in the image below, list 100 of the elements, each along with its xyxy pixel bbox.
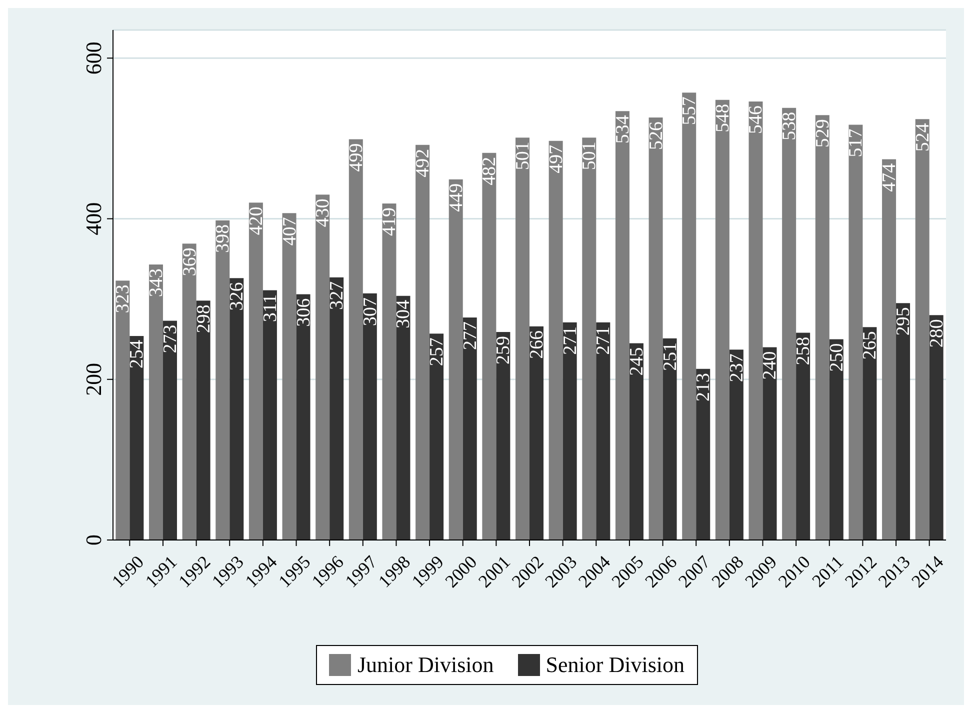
data-label: 306 xyxy=(293,298,314,327)
bar xyxy=(430,334,444,540)
bar xyxy=(596,322,610,540)
data-label: 266 xyxy=(526,330,548,359)
bar xyxy=(815,115,830,540)
data-label: 251 xyxy=(660,342,681,371)
data-label: 538 xyxy=(779,112,800,140)
data-label: 548 xyxy=(712,104,734,132)
data-label: 326 xyxy=(226,282,248,311)
legend-label: Junior Division xyxy=(357,652,494,678)
data-label: 474 xyxy=(879,162,900,192)
bar xyxy=(516,138,530,540)
bar xyxy=(829,339,844,540)
bar xyxy=(562,322,577,540)
bar xyxy=(782,108,796,540)
data-label: 323 xyxy=(112,284,134,314)
bar xyxy=(462,318,477,540)
bar xyxy=(130,336,144,540)
data-label: 280 xyxy=(926,319,948,348)
bar xyxy=(915,119,930,540)
bar xyxy=(330,277,344,540)
bar xyxy=(496,332,510,540)
data-label: 529 xyxy=(812,119,834,148)
data-label: 271 xyxy=(593,326,614,355)
data-label: 257 xyxy=(426,338,448,366)
bar xyxy=(482,152,496,540)
bar xyxy=(748,101,763,540)
bar xyxy=(862,327,877,540)
bar xyxy=(116,280,130,540)
data-label: 311 xyxy=(260,294,281,322)
data-label: 369 xyxy=(179,248,200,276)
bar xyxy=(316,194,330,540)
bar xyxy=(448,179,463,540)
data-label: 327 xyxy=(326,281,348,310)
data-label: 343 xyxy=(146,268,167,298)
bar xyxy=(216,220,230,540)
bar xyxy=(896,303,910,540)
bar xyxy=(648,118,663,540)
data-label: 245 xyxy=(626,347,648,376)
data-label: 259 xyxy=(493,336,514,364)
bar xyxy=(848,124,863,540)
data-label: 546 xyxy=(746,105,767,134)
bar xyxy=(162,320,177,540)
bar xyxy=(682,92,696,540)
data-label: 526 xyxy=(646,122,667,150)
bar xyxy=(348,139,363,540)
data-label: 482 xyxy=(479,156,500,186)
data-label: 420 xyxy=(246,206,267,236)
bar xyxy=(382,203,396,540)
bar xyxy=(548,140,563,540)
data-label: 430 xyxy=(312,198,334,228)
data-label: 254 xyxy=(126,340,148,368)
bar xyxy=(148,264,163,540)
bar xyxy=(530,326,544,540)
bar xyxy=(582,138,596,540)
bar xyxy=(362,293,377,540)
bar xyxy=(396,296,410,540)
data-label: 295 xyxy=(893,307,914,336)
data-label: 497 xyxy=(546,144,567,174)
bar xyxy=(762,347,777,540)
bar xyxy=(796,332,810,540)
bar xyxy=(715,100,730,540)
data-label: 265 xyxy=(860,331,881,360)
y-tick-label: 200 xyxy=(81,362,106,396)
bar xyxy=(248,202,263,540)
data-label: 307 xyxy=(360,297,381,326)
data-label: 237 xyxy=(726,354,748,382)
bar xyxy=(416,144,430,540)
data-label: 273 xyxy=(160,324,181,354)
bar xyxy=(262,290,277,540)
data-label: 492 xyxy=(412,148,434,178)
bar xyxy=(196,300,210,540)
y-tick-label: 600 xyxy=(81,42,106,75)
data-label: 501 xyxy=(512,142,534,170)
data-label: 298 xyxy=(193,304,214,334)
bar xyxy=(296,294,310,540)
data-label: 517 xyxy=(846,128,867,158)
bar xyxy=(662,338,677,540)
bar xyxy=(182,244,196,540)
data-label: 524 xyxy=(912,122,934,152)
data-label: 213 xyxy=(693,372,714,402)
legend-label: Senior Division xyxy=(546,652,685,678)
data-label: 240 xyxy=(760,351,781,380)
y-tick-label: 400 xyxy=(81,202,106,236)
bar xyxy=(882,159,896,540)
bar xyxy=(929,315,944,540)
data-label: 557 xyxy=(679,96,700,126)
data-label: 398 xyxy=(212,224,234,253)
data-label: 501 xyxy=(579,142,600,170)
bar xyxy=(615,111,630,540)
data-label: 250 xyxy=(826,343,848,372)
data-label: 271 xyxy=(560,326,581,355)
data-label: 304 xyxy=(393,299,414,328)
data-label: 277 xyxy=(460,322,481,350)
bar xyxy=(696,368,710,540)
x-tick-label: 1991 xyxy=(141,552,181,592)
bar xyxy=(230,278,244,540)
data-label: 449 xyxy=(446,183,467,212)
bar xyxy=(282,213,296,540)
data-label: 258 xyxy=(793,336,814,366)
